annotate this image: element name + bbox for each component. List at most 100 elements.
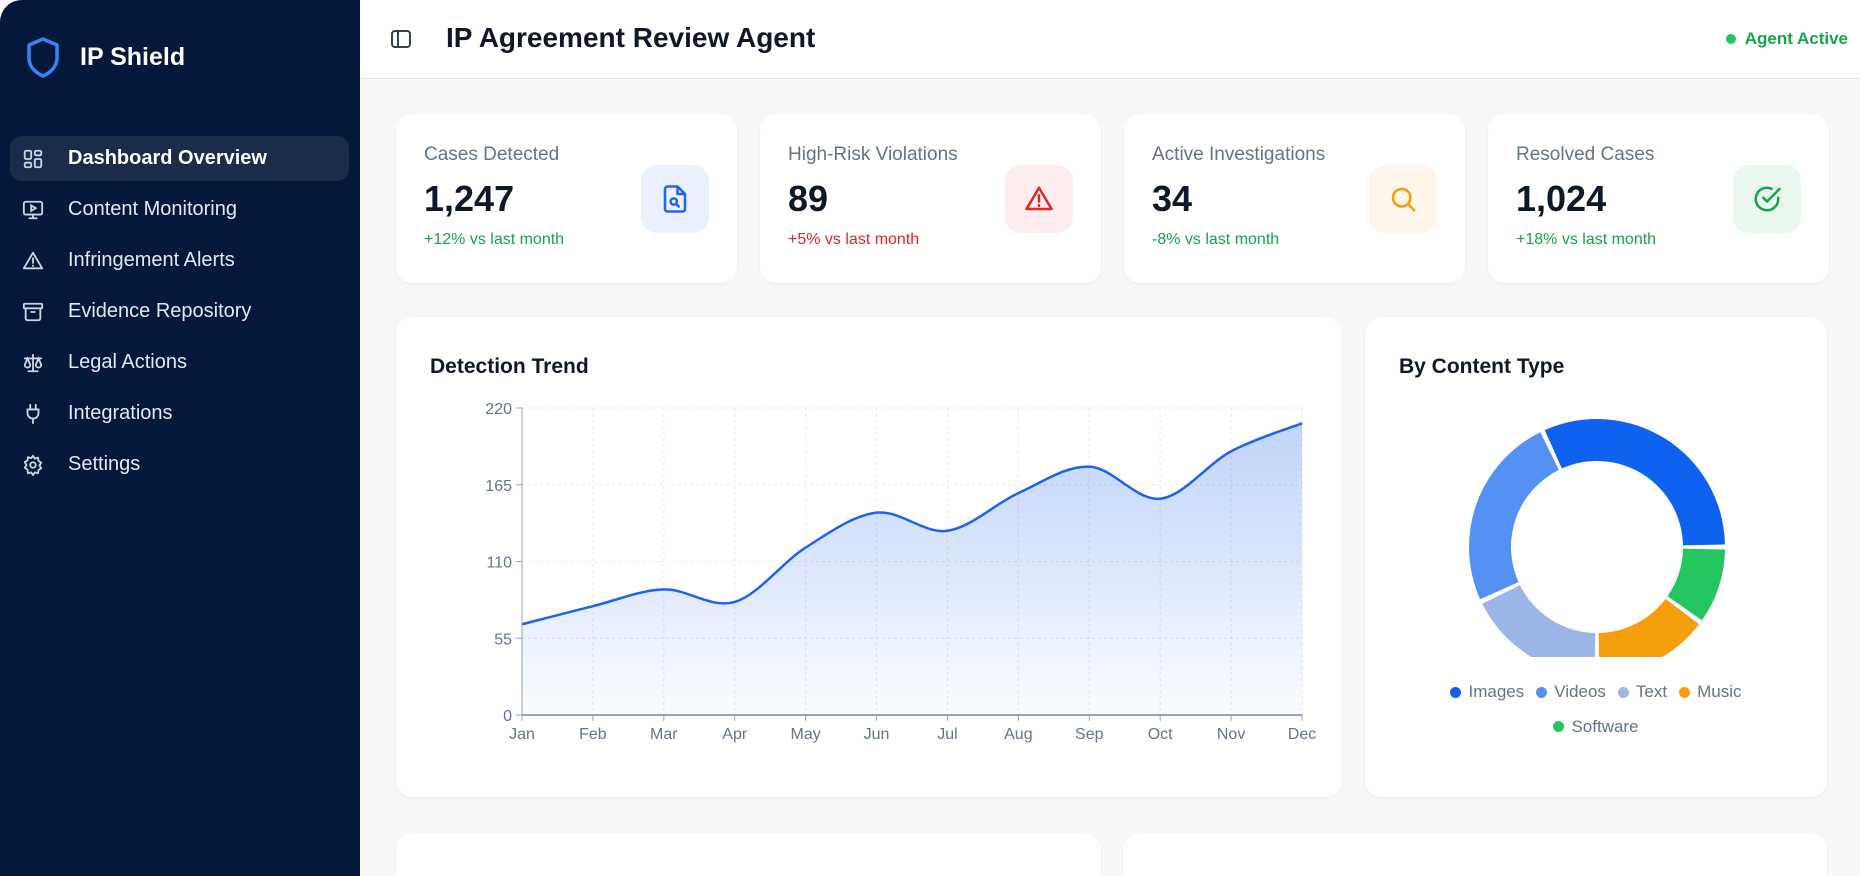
stat-card-active-investigations: Active Investigations 34 -8% vs last mon… <box>1124 114 1465 283</box>
plug-icon <box>26 403 40 424</box>
sidebar-toggle-icon[interactable] <box>390 28 412 50</box>
stat-label: High-Risk Violations <box>788 144 958 165</box>
chart-title: Detection Trend <box>430 355 589 378</box>
donut-slice-videos[interactable] <box>1469 432 1559 600</box>
sidebar-item-label: Evidence Repository <box>68 300 252 322</box>
x-tick-label: Jan <box>509 726 535 743</box>
stat-change: +5% vs last month <box>788 231 920 248</box>
stat-change: -8% vs last month <box>1152 231 1280 248</box>
status-text: Agent Active <box>1744 29 1848 48</box>
content-type-donut <box>1469 419 1725 657</box>
dashboard-icon <box>23 149 43 168</box>
stat-value: 34 <box>1152 178 1193 219</box>
stat-card-resolved-cases: Resolved Cases 1,024 +18% vs last month <box>1488 114 1829 283</box>
y-tick-label: 220 <box>485 401 512 418</box>
legend-dot <box>1553 721 1565 732</box>
file-search-icon <box>663 185 687 213</box>
y-tick-label: 165 <box>485 478 512 495</box>
stat-label: Cases Detected <box>424 144 560 165</box>
sidebar-item-content-monitoring[interactable]: Content Monitoring <box>10 187 349 232</box>
legend-label: Videos <box>1554 682 1606 701</box>
chart-title: By Content Type <box>1399 355 1565 378</box>
stat-change: +12% vs last month <box>424 231 565 248</box>
sidebar-item-infringement-alerts[interactable]: Infringement Alerts <box>10 238 349 283</box>
x-tick-label: May <box>791 726 821 743</box>
stat-card-cases-detected: Cases Detected 1,247 +12% vs last month <box>396 114 737 283</box>
chart-legend: Images Videos Text Music Software <box>1365 675 1827 744</box>
stat-value: 89 <box>788 178 829 219</box>
sidebar-item-integrations[interactable]: Integrations <box>10 391 349 436</box>
x-tick-label: Dec <box>1288 726 1316 743</box>
status-dot <box>1725 34 1736 44</box>
alert-triangle-icon <box>22 251 44 269</box>
detection-trend-chart: 0 55 110 165 220 Jan Feb Mar Apr May Jun Jul Aug Sep O… <box>485 401 1316 743</box>
stat-label: Active Investigations <box>1152 144 1326 165</box>
legend-item-images: Images <box>1450 675 1524 709</box>
stat-value: 1,247 <box>424 178 515 219</box>
archive-icon <box>22 302 44 321</box>
app-name: IP Shield <box>80 42 186 71</box>
sidebar-item-evidence-repository[interactable]: Evidence Repository <box>10 289 349 334</box>
x-tick-label: Oct <box>1148 726 1173 743</box>
legend-dot <box>1617 686 1629 698</box>
x-tick-label: Jun <box>864 726 890 743</box>
x-tick-label: Apr <box>722 726 748 743</box>
bottom-right-card <box>1123 833 1827 876</box>
legend-dot <box>1679 686 1691 698</box>
search-icon <box>1391 187 1416 212</box>
legend-dot <box>1536 686 1548 698</box>
stat-icon-box <box>1005 165 1073 233</box>
content-type-card: By Content Type Images Videos Text Music Sof… <box>1365 317 1827 797</box>
bottom-left-card <box>396 833 1101 876</box>
y-tick-label: 110 <box>486 555 512 572</box>
y-tick-label: 0 <box>503 708 512 725</box>
stat-card-high-risk-violations: High-Risk Violations 89 +5% vs last mont… <box>760 114 1101 283</box>
legend-item-text: Text <box>1617 675 1668 709</box>
shield-icon <box>27 37 59 78</box>
sidebar-item-label: Content Monitoring <box>68 198 237 220</box>
legend-item-videos: Videos <box>1536 675 1606 709</box>
sidebar-item-label: Integrations <box>68 402 173 424</box>
x-tick-label: Nov <box>1217 726 1245 743</box>
x-tick-label: Sep <box>1075 726 1104 743</box>
donut-slice-text[interactable] <box>1482 585 1596 657</box>
stat-label: Resolved Cases <box>1516 144 1655 165</box>
sidebar-nav: Dashboard Overview Content Monitoring Infr… <box>10 136 349 493</box>
agent-status: Agent Active <box>1725 29 1848 49</box>
x-tick-label: Mar <box>650 726 678 743</box>
scale-icon <box>23 353 43 372</box>
legend-label: Music <box>1697 682 1742 701</box>
x-tick-label: Aug <box>1004 726 1032 743</box>
legend-item-music: Music <box>1679 675 1742 709</box>
sidebar-item-label: Settings <box>68 453 141 475</box>
stat-value: 1,024 <box>1516 178 1607 219</box>
trend-line <box>521 422 1303 626</box>
header: IP Agreement Review Agent Agent Active <box>360 0 1860 79</box>
y-tick-label: 55 <box>494 631 512 648</box>
stat-icon-box <box>1733 165 1801 233</box>
detection-trend-card: Detection Trend 0 55 110 165 220 Jan Feb Mar Apr… <box>396 317 1342 797</box>
stat-icon-box <box>641 165 709 233</box>
legend-item-software: Software <box>1553 710 1639 744</box>
legend-label: Images <box>1468 682 1525 701</box>
sidebar-item-dashboard-overview[interactable]: Dashboard Overview <box>10 136 349 181</box>
sidebar-item-label: Infringement Alerts <box>68 249 235 271</box>
sidebar-item-legal-actions[interactable]: Legal Actions <box>10 340 349 385</box>
sidebar: IP Shield Dashboard Overview Content Moni… <box>0 0 360 876</box>
donut-slice-music[interactable] <box>1598 598 1700 657</box>
logo[interactable]: IP Shield <box>26 36 185 78</box>
x-tick-label: Jul <box>937 726 957 743</box>
page-title: IP Agreement Review Agent <box>446 22 816 53</box>
donut-slice-software[interactable] <box>1667 548 1725 621</box>
monitor-icon <box>22 200 44 219</box>
donut-slice-images[interactable] <box>1544 419 1725 546</box>
sidebar-item-label: Dashboard Overview <box>68 147 267 169</box>
check-circle-icon <box>1754 186 1781 212</box>
alert-triangle-icon <box>1025 186 1053 211</box>
legend-dot <box>1450 686 1462 698</box>
gear-icon <box>23 454 43 476</box>
legend-label: Text <box>1635 682 1668 701</box>
sidebar-item-settings[interactable]: Settings <box>10 442 349 487</box>
stat-icon-box <box>1369 165 1437 233</box>
